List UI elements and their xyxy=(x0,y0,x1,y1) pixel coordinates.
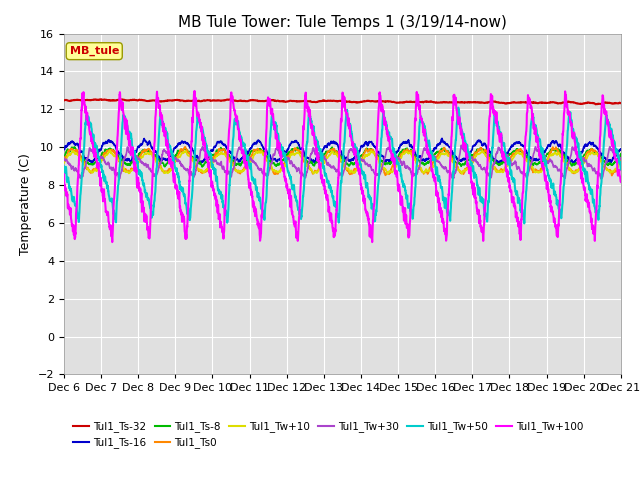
Title: MB Tule Tower: Tule Temps 1 (3/19/14-now): MB Tule Tower: Tule Temps 1 (3/19/14-now… xyxy=(178,15,507,30)
Legend: Tul1_Ts-32, Tul1_Ts-16, Tul1_Ts-8, Tul1_Ts0, Tul1_Tw+10, Tul1_Tw+30, Tul1_Tw+50,: Tul1_Ts-32, Tul1_Ts-16, Tul1_Ts-8, Tul1_… xyxy=(69,417,588,453)
Y-axis label: Temperature (C): Temperature (C) xyxy=(19,153,32,255)
Text: MB_tule: MB_tule xyxy=(70,46,119,56)
